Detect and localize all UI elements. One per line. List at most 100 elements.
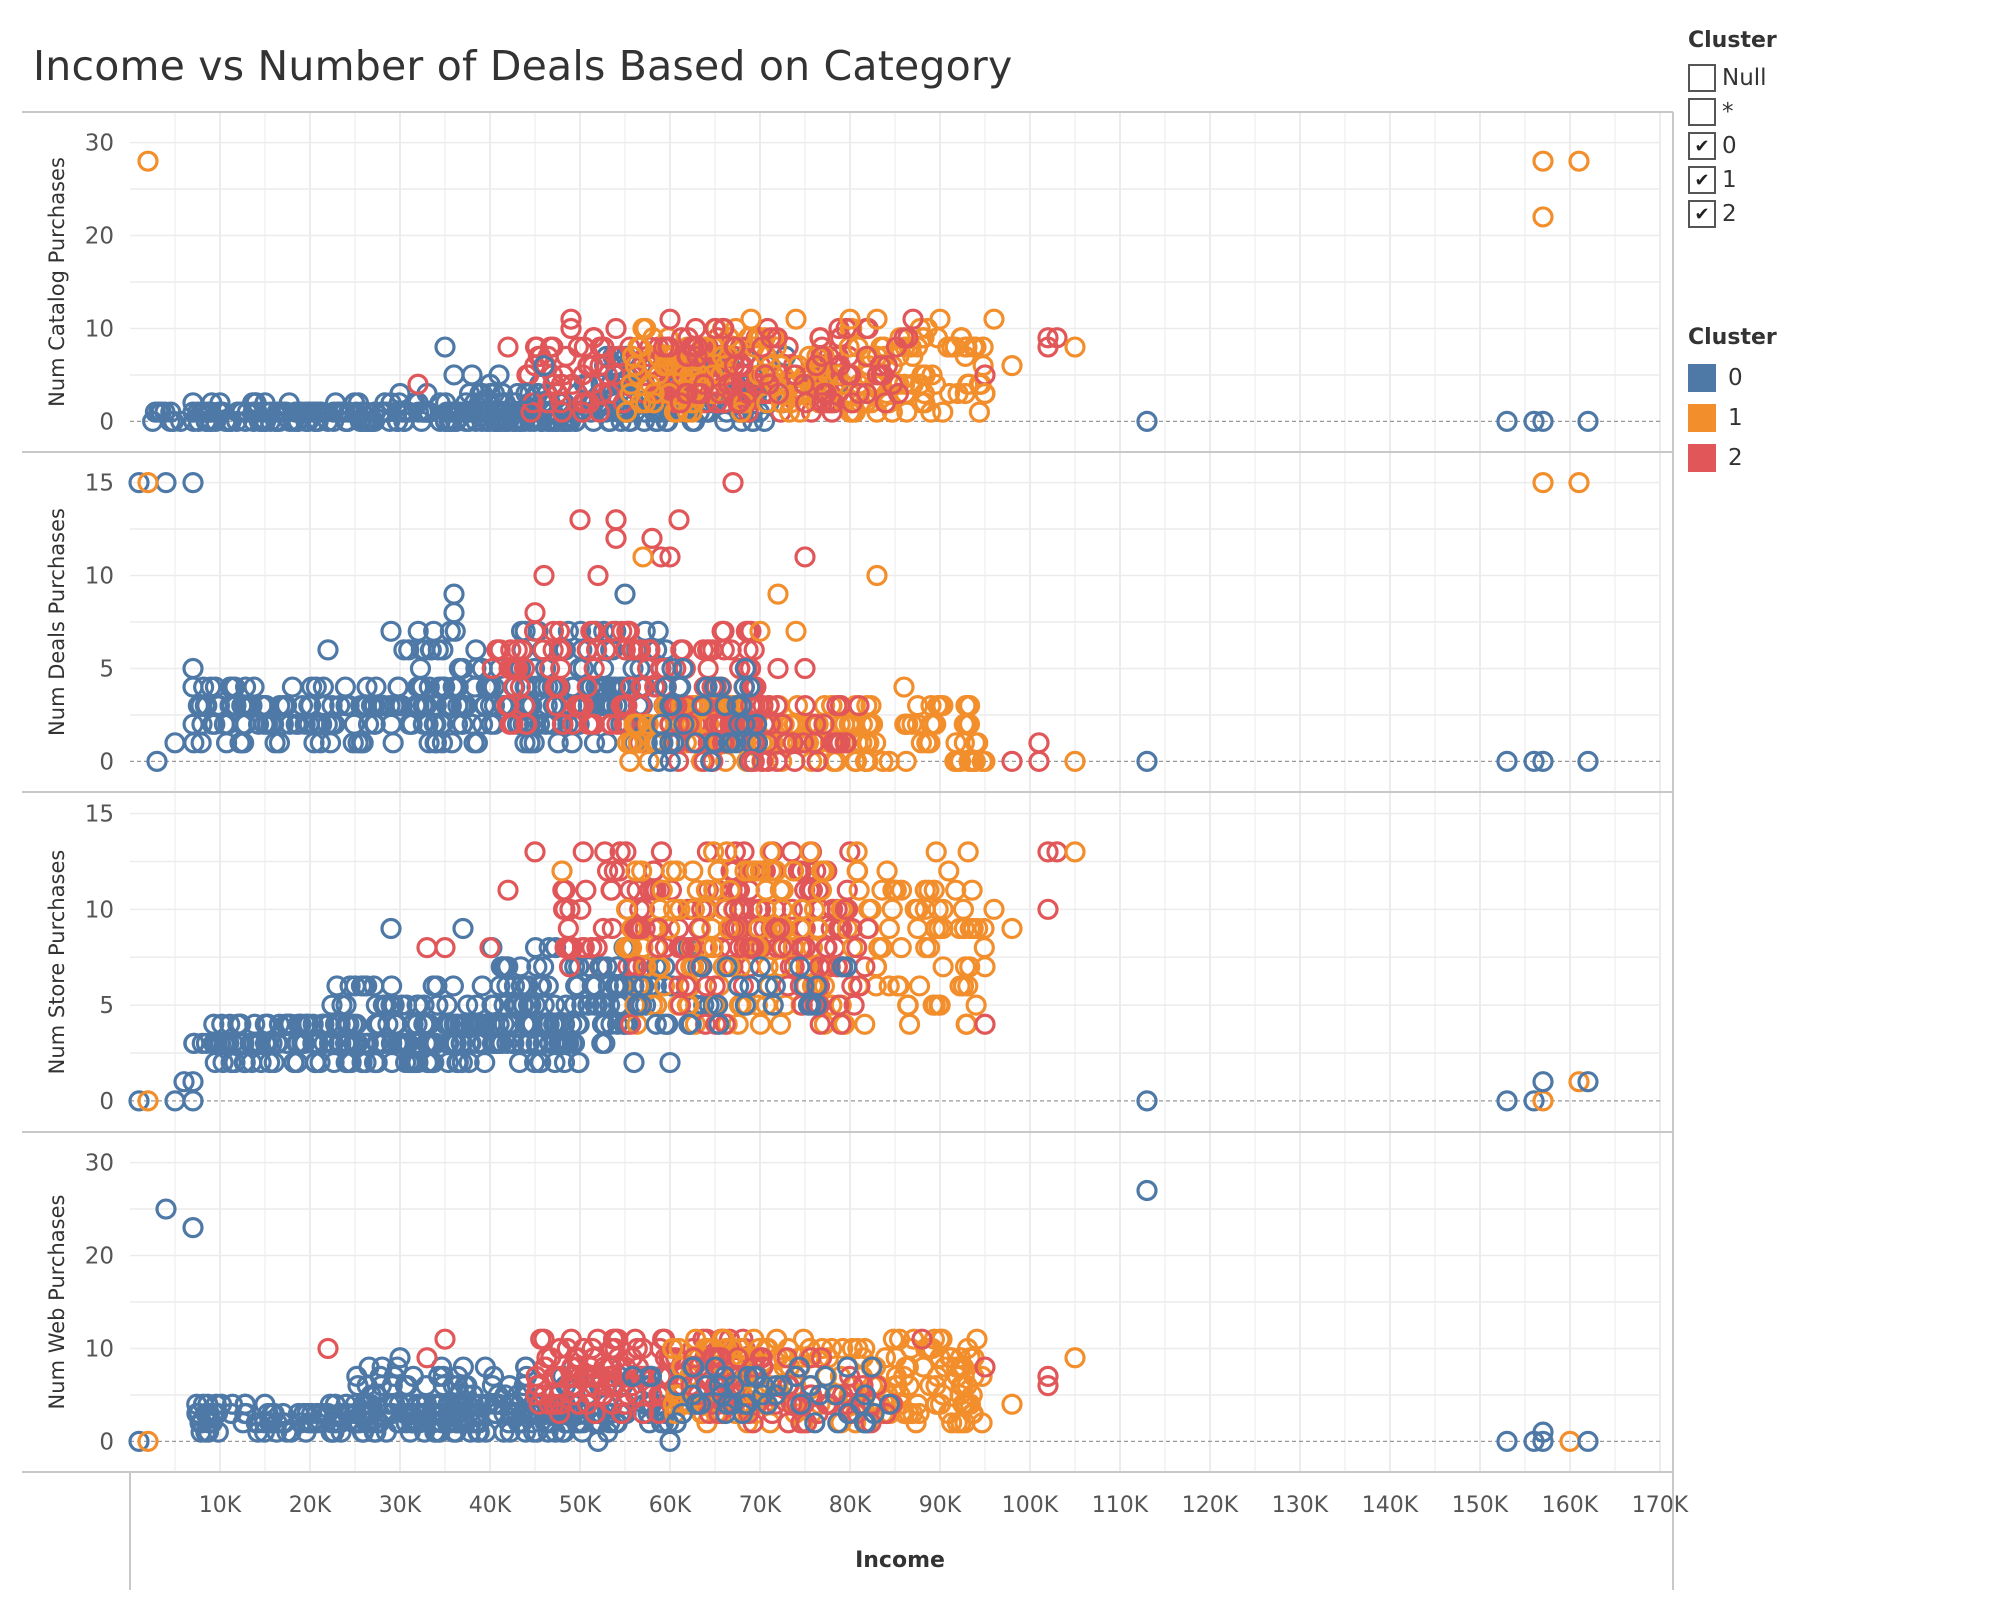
color-legend-item-1[interactable]: 1 (1688, 398, 1777, 438)
data-point (672, 657, 694, 680)
filter-item-1[interactable]: * (1688, 95, 1777, 129)
data-point (668, 509, 690, 531)
data-point (770, 392, 793, 414)
data-point (809, 1013, 831, 1035)
data-point (446, 1375, 468, 1397)
data-point (839, 308, 861, 330)
data-point (611, 695, 633, 717)
data-point (929, 1347, 951, 1369)
data-point (720, 639, 742, 661)
data-point (983, 308, 1005, 330)
filter-item-4[interactable]: ✔ 2 (1688, 197, 1777, 231)
data-point (857, 713, 879, 735)
filter-checkbox[interactable]: ✔ (1688, 200, 1716, 228)
y-tick-label: 0 (99, 409, 114, 435)
filter-checkbox[interactable] (1688, 64, 1716, 92)
data-point (406, 994, 428, 1016)
x-tick-label: 10K (199, 1493, 242, 1518)
data-point (848, 695, 870, 717)
data-point (295, 410, 317, 433)
data-point (642, 879, 664, 901)
data-point (182, 676, 204, 698)
data-point (974, 956, 996, 978)
data-point (567, 1393, 589, 1415)
data-point (717, 732, 740, 754)
data-point (358, 1356, 380, 1378)
data-point (1037, 1365, 1059, 1387)
data-point (1532, 750, 1554, 773)
data-point (422, 1032, 445, 1054)
data-point (137, 150, 159, 172)
data-point (974, 750, 996, 773)
data-point (204, 713, 226, 735)
data-point (849, 975, 871, 997)
data-point (888, 373, 910, 395)
y-tick-label: 0 (99, 1089, 114, 1115)
data-point (938, 860, 960, 882)
data-point (734, 994, 756, 1016)
data-point (128, 1430, 150, 1453)
data-point (772, 1375, 794, 1397)
data-point (235, 1402, 257, 1425)
y-tick-label: 10 (85, 564, 114, 590)
data-point (620, 1013, 642, 1035)
data-point (878, 750, 900, 773)
data-point (261, 1032, 283, 1054)
data-point (1568, 150, 1590, 172)
filter-checkbox[interactable] (1688, 98, 1716, 126)
data-point (841, 917, 863, 940)
data-point (887, 975, 909, 997)
y-tick-label: 0 (99, 1429, 114, 1455)
color-swatch (1688, 444, 1716, 472)
data-point (661, 657, 683, 680)
data-point (381, 1032, 403, 1054)
data-point (137, 1090, 159, 1112)
data-point (482, 1365, 505, 1387)
data-point (234, 1393, 256, 1415)
data-point (521, 695, 543, 717)
filter-checkbox[interactable]: ✔ (1688, 166, 1716, 194)
filter-item-0[interactable]: Null (1688, 61, 1777, 95)
x-tick-label: 110K (1092, 1493, 1149, 1518)
color-legend-item-0[interactable]: 0 (1688, 358, 1777, 398)
filter-item-3[interactable]: ✔ 1 (1688, 163, 1777, 197)
filter-checkbox[interactable]: ✔ (1688, 132, 1716, 160)
data-point (326, 975, 348, 997)
data-point (693, 373, 715, 395)
data-point (508, 1051, 531, 1074)
data-point (716, 841, 738, 863)
data-point (592, 917, 614, 940)
data-point (182, 1217, 204, 1239)
data-point (268, 1013, 290, 1035)
data-point (1001, 1393, 1023, 1415)
data-point (885, 879, 907, 901)
data-point (483, 994, 505, 1016)
data-point (925, 841, 947, 863)
data-point (746, 713, 768, 735)
data-point (390, 695, 412, 717)
data-point (781, 841, 803, 863)
data-point (575, 879, 597, 901)
data-point (783, 956, 805, 978)
filter-item-2[interactable]: ✔ 0 (1688, 129, 1777, 163)
data-point (190, 732, 212, 754)
data-point (380, 620, 402, 642)
data-point (497, 879, 519, 901)
y-tick-label: 20 (85, 1244, 114, 1270)
data-point (619, 879, 641, 901)
data-point (450, 695, 472, 717)
data-point (1028, 732, 1050, 754)
data-point (587, 1430, 609, 1453)
data-point (524, 602, 546, 624)
data-point (682, 860, 704, 882)
data-point (329, 1013, 351, 1035)
data-point (846, 860, 868, 882)
data-point (669, 898, 691, 920)
data-point (905, 1412, 927, 1434)
data-point (836, 1356, 858, 1378)
data-point (754, 327, 776, 349)
data-point (567, 1051, 590, 1074)
color-legend-item-2[interactable]: 2 (1688, 438, 1777, 478)
data-point (1532, 410, 1554, 433)
